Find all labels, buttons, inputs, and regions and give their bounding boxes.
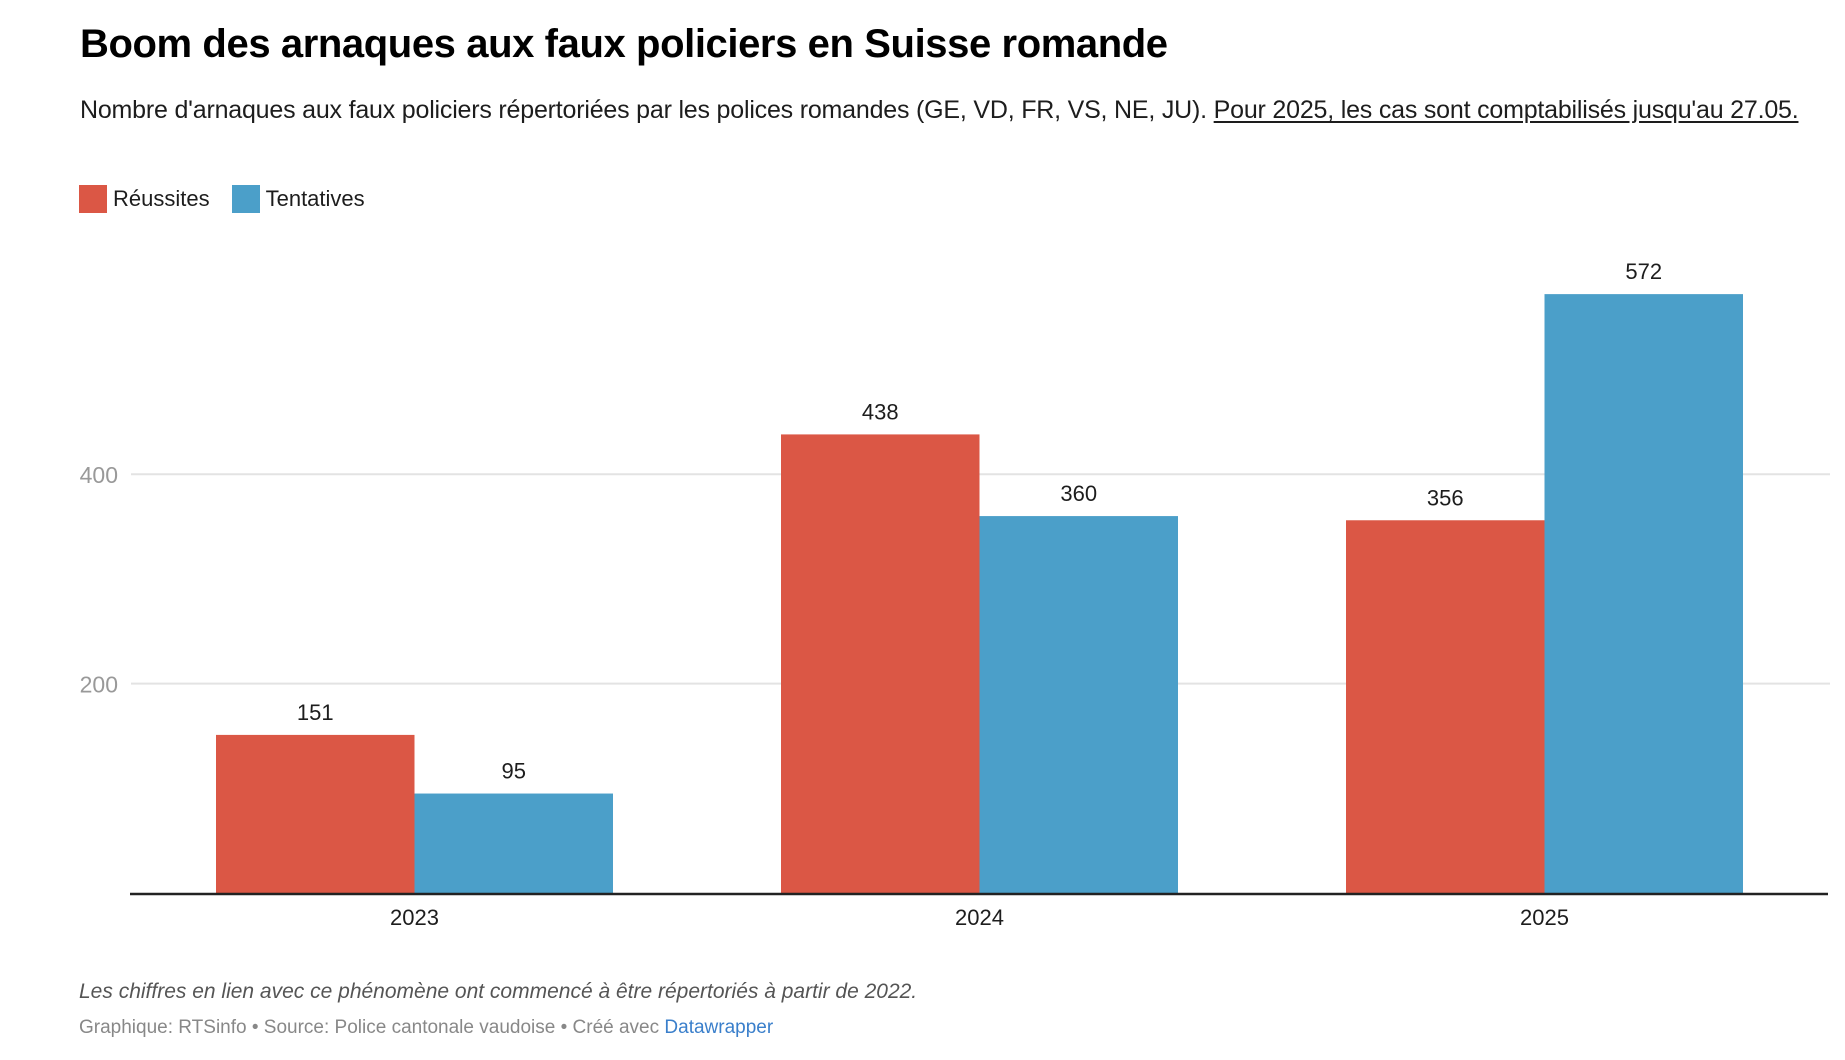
credit-text: Graphique: RTSinfo • Source: Police cant… xyxy=(79,1017,665,1038)
bar-russites-2024 xyxy=(781,434,980,893)
legend-item-reussites: Réussites xyxy=(79,185,210,213)
legend: Réussites Tentatives xyxy=(79,185,387,213)
subtitle-note: Pour 2025, les cas sont comptabilisés ju… xyxy=(1213,96,1799,124)
footnote: Les chiffres en lien avec ce phénomène o… xyxy=(79,980,918,1003)
credit-line: Graphique: RTSinfo • Source: Police cant… xyxy=(79,1017,773,1039)
legend-swatch-tentatives xyxy=(231,185,260,213)
datawrapper-link[interactable]: Datawrapper xyxy=(664,1017,774,1038)
value-label: 572 xyxy=(1625,259,1662,284)
legend-swatch-reussites xyxy=(79,185,107,213)
y-tick-label: 200 xyxy=(80,672,118,698)
bar-tentatives-2025 xyxy=(1544,294,1743,894)
legend-label: Réussites xyxy=(113,186,210,211)
value-label: 438 xyxy=(862,399,899,424)
bar-tentatives-2024 xyxy=(979,516,1178,893)
y-tick-label: 400 xyxy=(80,462,118,488)
x-tick-label: 2025 xyxy=(1520,905,1569,930)
legend-item-tentatives: Tentatives xyxy=(231,185,365,213)
chart-subtitle: Nombre d'arnaques aux faux policiers rép… xyxy=(80,92,1820,128)
x-tick-label: 2023 xyxy=(390,905,439,930)
value-label: 151 xyxy=(297,700,334,725)
chart-title: Boom des arnaques aux faux policiers en … xyxy=(80,22,1168,66)
subtitle-text: Nombre d'arnaques aux faux policiers rép… xyxy=(80,96,1214,124)
bar-russites-2025 xyxy=(1346,520,1545,893)
legend-label: Tentatives xyxy=(265,186,365,211)
value-label: 356 xyxy=(1427,485,1464,510)
bar-tentatives-2023 xyxy=(414,793,613,893)
x-tick-label: 2024 xyxy=(955,905,1004,930)
value-label: 95 xyxy=(502,759,526,784)
value-label: 360 xyxy=(1060,481,1097,506)
bar-russites-2023 xyxy=(216,734,415,893)
